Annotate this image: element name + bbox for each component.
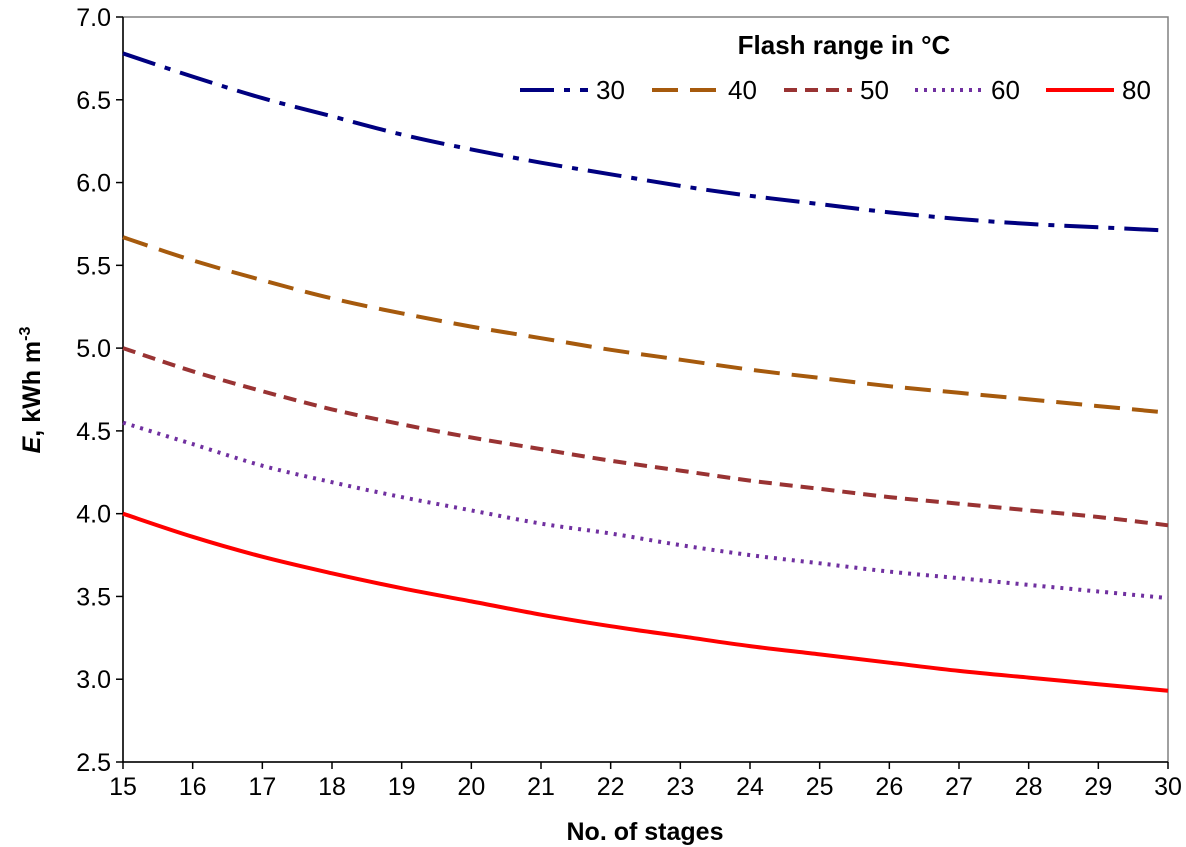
y-tick-label: 4.0 xyxy=(76,501,111,529)
series-line-60 xyxy=(122,420,1169,601)
x-tick-label: 29 xyxy=(1084,773,1112,801)
legend: Flash range in °C 30 40 50 60 80 xyxy=(520,30,1151,105)
y-tick-label: 2.5 xyxy=(76,749,111,777)
y-tick-label: 6.0 xyxy=(76,170,111,198)
x-tick-label: 28 xyxy=(1015,773,1043,801)
legend-label-40: 40 xyxy=(728,75,757,105)
series-line-30 xyxy=(122,51,1169,233)
legend-label-80: 80 xyxy=(1122,75,1151,105)
plot-area-frame xyxy=(122,16,1169,763)
legend-items: 30 40 50 60 80 xyxy=(520,75,1151,105)
x-tick-label: 30 xyxy=(1154,773,1182,801)
x-axis-title: No. of stages xyxy=(567,818,724,846)
y-tick-label: 6.5 xyxy=(76,87,111,115)
series-line-40 xyxy=(122,235,1169,415)
y-axis-title-unit: , kWh m xyxy=(18,341,46,437)
x-tick-label: 25 xyxy=(806,773,834,801)
y-tick-label: 7.0 xyxy=(76,4,111,32)
x-tick-label: 26 xyxy=(875,773,903,801)
x-tick-label: 19 xyxy=(388,773,416,801)
legend-title: Flash range in °C xyxy=(738,30,951,60)
y-axis-ticks: 2.5 3.0 3.5 4.0 4.5 5.0 5.5 6.0 6.5 7.0 xyxy=(76,4,123,777)
x-tick-label: 24 xyxy=(736,773,764,801)
x-tick-label: 15 xyxy=(109,773,137,801)
y-tick-label: 3.5 xyxy=(76,583,111,611)
x-tick-label: 21 xyxy=(527,773,555,801)
legend-label-30: 30 xyxy=(596,75,625,105)
x-tick-label: 16 xyxy=(179,773,207,801)
y-axis-title-exponent: -3 xyxy=(17,327,34,341)
series-line-80 xyxy=(122,511,1169,693)
x-tick-label: 22 xyxy=(597,773,625,801)
y-axis-title: E, kWh m-3 xyxy=(17,327,46,454)
x-tick-label: 23 xyxy=(666,773,694,801)
legend-label-50: 50 xyxy=(860,75,889,105)
y-tick-label: 5.0 xyxy=(76,335,111,363)
x-tick-label: 18 xyxy=(318,773,346,801)
y-tick-label: 5.5 xyxy=(76,252,111,280)
legend-label-60: 60 xyxy=(991,75,1020,105)
x-axis-ticks: 15 16 17 18 19 20 21 22 23 24 25 26 27 28 29 30 xyxy=(109,762,1182,801)
x-tick-label: 17 xyxy=(248,773,276,801)
y-tick-label: 4.5 xyxy=(76,418,111,446)
series-line-50 xyxy=(122,346,1169,528)
x-tick-label: 27 xyxy=(945,773,973,801)
series-layer xyxy=(122,51,1169,693)
y-tick-label: 3.0 xyxy=(76,666,111,694)
x-tick-label: 20 xyxy=(457,773,485,801)
y-axis-title-symbol: E xyxy=(18,435,46,453)
